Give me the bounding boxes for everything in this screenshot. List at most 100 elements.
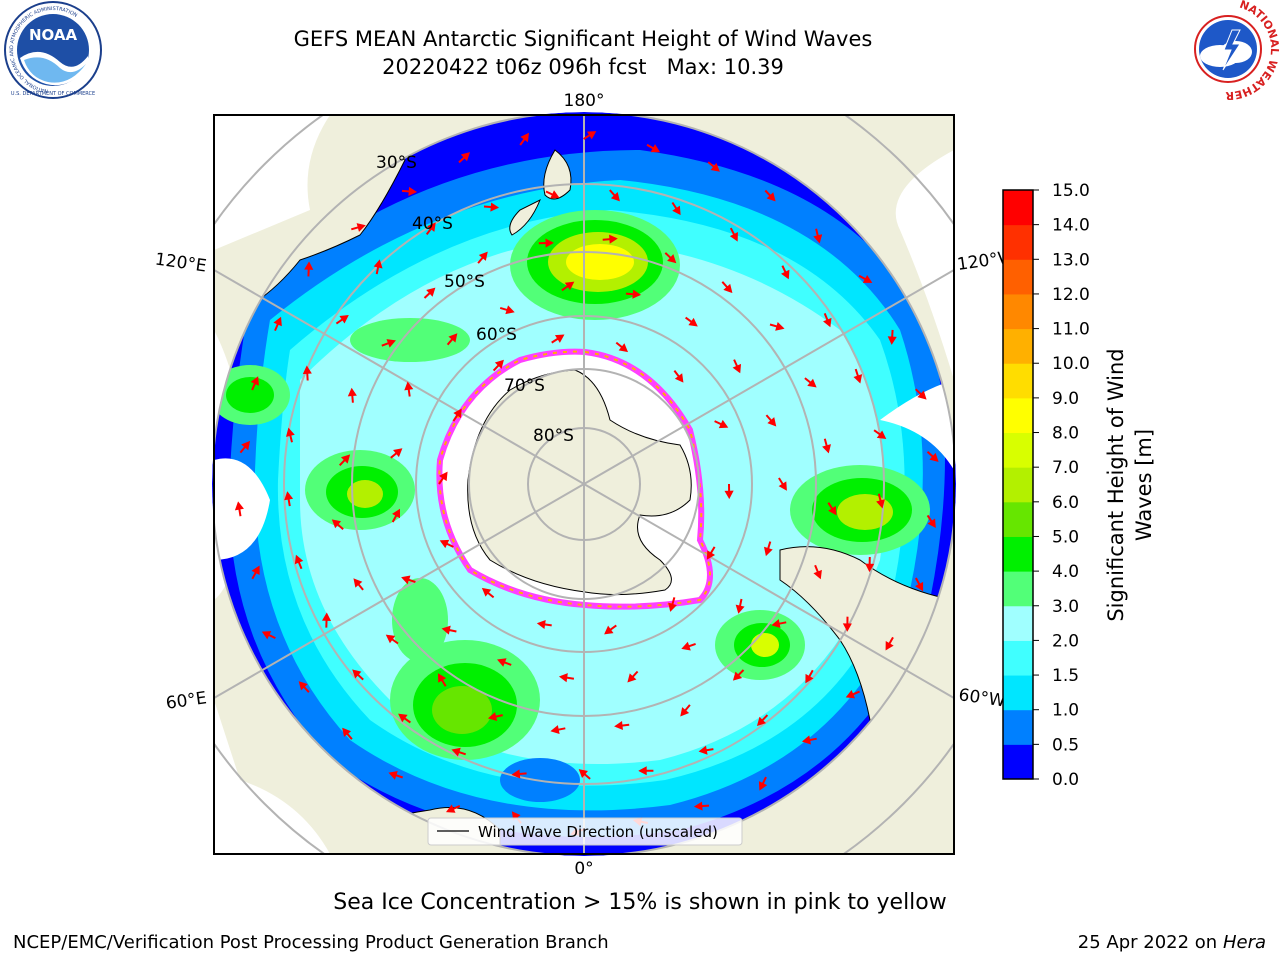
wave-arrow-head xyxy=(724,490,734,500)
lat-label-40s: 40°S xyxy=(412,214,453,234)
lat-label-50s: 50°S xyxy=(444,272,485,292)
wave-arrow-head xyxy=(672,205,681,216)
lat-label-30s: 30°S xyxy=(376,153,417,173)
wave-arrow-head xyxy=(304,261,314,270)
footer-date-text: 25 Apr 2022 on xyxy=(1077,932,1223,953)
wave-arrow-head xyxy=(618,343,629,353)
colorbar-segment xyxy=(1003,675,1033,711)
wave-arrow-head xyxy=(487,712,498,722)
colorbar-segment xyxy=(1003,363,1033,399)
colorbar-segment xyxy=(1003,605,1033,641)
wave-arrow-head xyxy=(845,689,856,699)
wave-arrow-head xyxy=(511,811,521,821)
wave-arrow-head xyxy=(604,625,614,635)
wave-arrow-head xyxy=(284,491,294,501)
wave-arrow-head xyxy=(550,190,560,199)
wave-arrow-head xyxy=(766,192,776,202)
wave-arrow-head xyxy=(710,162,720,172)
lon-label-120e: 120°E xyxy=(154,250,208,277)
colorbar-tick-label: 13.0 xyxy=(1052,250,1090,270)
wave-arrow-head xyxy=(373,259,383,269)
wave-arrow-head xyxy=(917,390,927,400)
colorbar-tick-label: 12.0 xyxy=(1052,285,1090,305)
wave-arrow-head xyxy=(439,539,450,549)
wave-arrow-head xyxy=(321,612,332,621)
footer-machine: Hera xyxy=(1222,932,1266,953)
wave-arrow-head xyxy=(286,427,295,437)
colorbar-segment xyxy=(1003,571,1033,607)
wave-arrow-head xyxy=(807,378,817,388)
wave-arrow-head xyxy=(732,363,742,374)
colorbar-tick-label: 9.0 xyxy=(1052,389,1079,409)
wave-arrow-head xyxy=(408,186,418,197)
wave-arrow-head xyxy=(767,417,777,427)
wave-arrow-head xyxy=(627,673,637,683)
wave-arrow-head xyxy=(347,387,357,397)
wave-arrow-head xyxy=(915,581,924,592)
wave-arrow-head xyxy=(511,769,521,779)
colorbar-label-line2: Waves [m] xyxy=(1132,429,1156,541)
wave-arrow-head xyxy=(505,305,515,315)
colorbar-tick-label: 3.0 xyxy=(1052,597,1079,617)
wave-arrow-head xyxy=(638,766,647,776)
wave-arrow-head xyxy=(609,234,618,244)
wave-arrow-head xyxy=(698,745,708,755)
colorbar-segment xyxy=(1003,293,1033,330)
wave-arrow-head xyxy=(632,289,642,299)
wave-arrow-head xyxy=(876,430,887,440)
wave-arrow-head xyxy=(558,673,568,683)
lon-label-60w: 60°W xyxy=(957,685,1006,711)
colorbar-segment xyxy=(1003,640,1033,676)
wave-arrow-head xyxy=(650,144,661,153)
colorbar-tick-label: 7.0 xyxy=(1052,458,1079,478)
wave-arrow-head xyxy=(668,602,677,612)
wave-arrow-head xyxy=(520,132,530,143)
colorbar-tick-label: 6.0 xyxy=(1052,493,1079,513)
wave-arrow-head xyxy=(545,238,554,248)
colorbar-tick-label: 10.0 xyxy=(1052,354,1090,374)
wave-arrow-head xyxy=(758,781,768,791)
noaa-logo: NOAA NATIONAL OCEANIC AND ATMOSPHERIC AD… xyxy=(4,1,102,99)
wave-arrow-head xyxy=(298,681,308,691)
wave-arrow-head xyxy=(261,631,272,640)
wave-arrow-head xyxy=(439,471,448,482)
wave-arrow-head xyxy=(842,623,852,632)
wave-arrow-head xyxy=(763,546,773,557)
colorbar-label-line1: Significant Height of Wind xyxy=(1104,348,1128,621)
wave-arrow-head xyxy=(427,222,436,232)
wave-arrow-head xyxy=(385,634,396,644)
wave-arrow-head xyxy=(729,232,738,242)
wave-arrow-head xyxy=(404,381,414,391)
colorbar-segment xyxy=(1003,709,1033,745)
title-line2: 20220422 t06z 096h fcst Max: 10.39 xyxy=(382,55,784,79)
wave-arrow-head xyxy=(828,505,837,516)
colorbar-tick-label: 0.5 xyxy=(1052,735,1079,755)
wave-arrow-head xyxy=(445,804,456,813)
wave-arrow-head xyxy=(732,671,743,681)
colorbar-segment xyxy=(1003,501,1033,537)
wave-arrow-head xyxy=(331,519,342,529)
wave-arrow-head xyxy=(393,448,403,458)
colorbar: 0.0 0.5 1.0 1.5 2.0 3.0 4.0 5.0 6.0 7.0 8.0 9.0 10.0… xyxy=(1002,181,1090,790)
colorbar-tick-label: 2.0 xyxy=(1052,631,1079,651)
wave-arrow-head xyxy=(273,316,282,327)
wave-arrow-head xyxy=(718,419,729,429)
wave-arrow-head xyxy=(586,131,597,140)
wave-arrow-head xyxy=(735,604,745,614)
colorbar-segment xyxy=(1003,328,1033,364)
wave-arrow-head xyxy=(667,254,677,264)
colorbar-segment xyxy=(1003,190,1033,226)
wave-arrow-head xyxy=(614,721,623,731)
wave-arrow-head xyxy=(250,376,259,386)
wave-arrow-head xyxy=(340,454,351,464)
wave-arrow-head xyxy=(352,669,362,679)
colorbar-segment xyxy=(1003,467,1033,503)
colorbar-segment xyxy=(1003,224,1033,260)
wave-arrow-head xyxy=(426,287,436,297)
wave-arrow-head xyxy=(460,152,471,162)
title-line1: GEFS MEAN Antarctic Significant Height o… xyxy=(293,27,873,51)
wave-arrow-head xyxy=(339,315,349,324)
wave-arrow-head xyxy=(490,202,500,212)
wave-arrow-head xyxy=(927,518,936,529)
wave-arrow-head xyxy=(674,373,684,383)
